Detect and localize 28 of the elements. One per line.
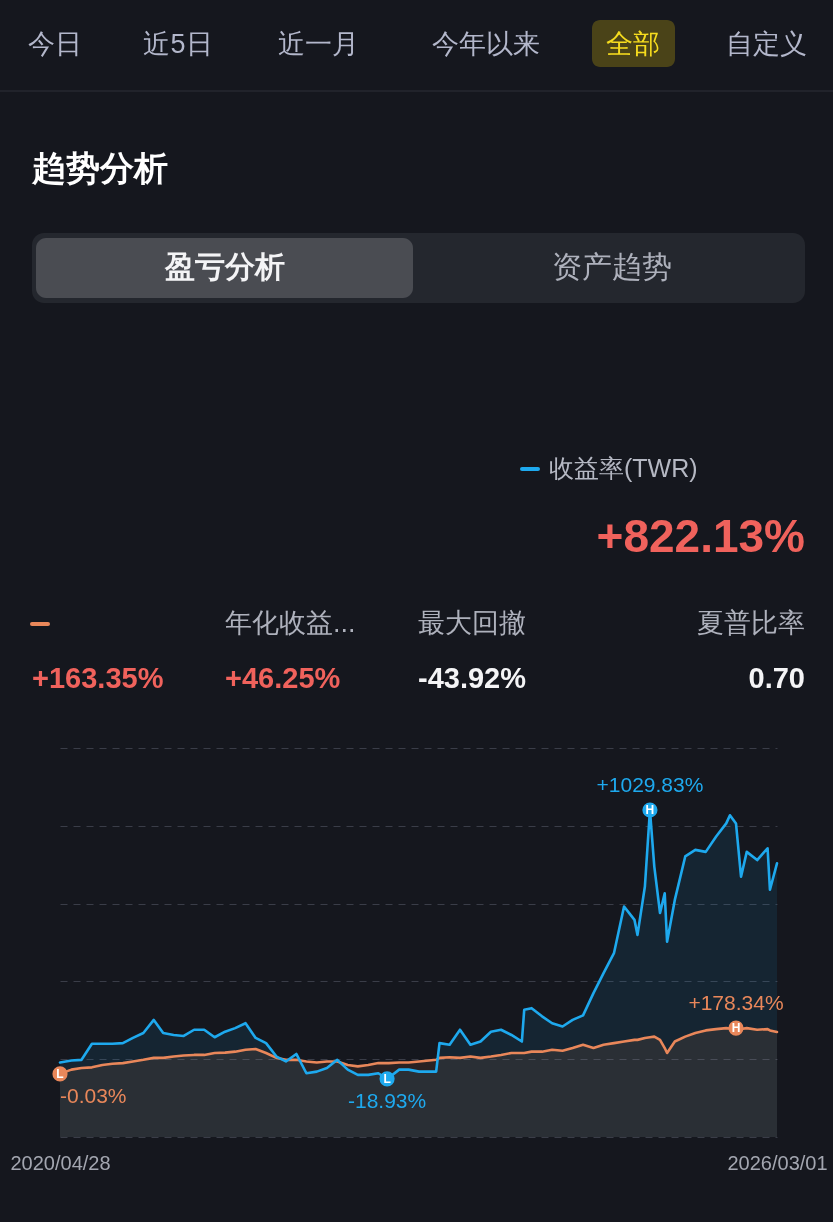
text: 近5日 <box>143 29 213 59</box>
x-tick-label: 2020/04/28 <box>10 1151 111 1174</box>
annotation: -0.03% <box>60 1083 127 1107</box>
annotation: L <box>56 1066 64 1081</box>
text: 今日 <box>28 29 82 59</box>
annotation: -18.93% <box>347 1088 427 1112</box>
text: +46.25% <box>225 662 341 694</box>
text: 自定义 <box>725 29 807 59</box>
x-tick-label: 2026/03/01 <box>727 1151 828 1174</box>
text: 近一月 <box>277 29 359 59</box>
annotation: H <box>731 1021 741 1036</box>
text: +163.35% <box>32 662 164 694</box>
text: 年化收益... <box>225 608 356 638</box>
text: 0.70 <box>748 662 805 694</box>
legend-label: 收益率(TWR) <box>549 454 698 482</box>
annotation: +178.34% <box>688 991 784 1015</box>
text: 今年以来 <box>432 29 540 59</box>
text: 最大回撤 <box>418 608 526 638</box>
text: 资产趋势 <box>552 250 672 283</box>
chart-title: 趋势分析 <box>31 149 168 187</box>
text: 全部 <box>606 29 660 59</box>
text: 夏普比率 <box>697 608 805 638</box>
annotation: L <box>383 1071 391 1086</box>
annotation: H <box>645 803 655 817</box>
text: 盈亏分析 <box>164 250 285 283</box>
text: -43.92% <box>418 662 527 694</box>
annotation: +1029.83% <box>596 773 704 796</box>
text: +822.13% <box>596 510 805 562</box>
